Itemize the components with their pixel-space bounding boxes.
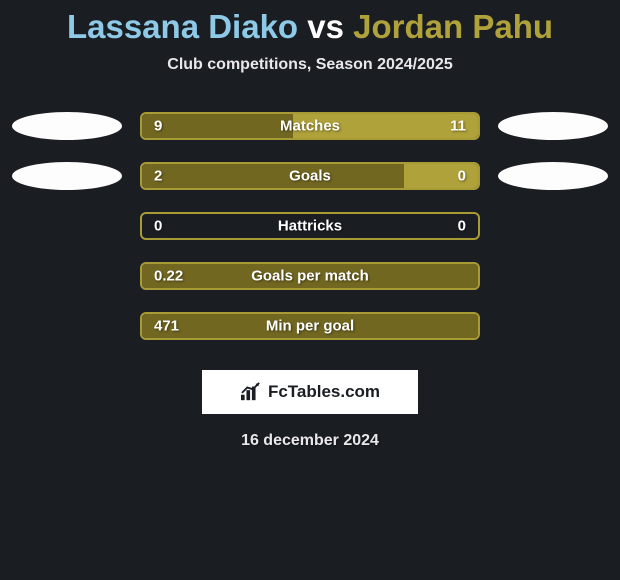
badge-spacer bbox=[498, 312, 608, 340]
bar-right-fill bbox=[404, 164, 478, 188]
stat-bar: 2 0 Goals bbox=[140, 162, 480, 190]
stat-row: 9 11 Matches bbox=[0, 112, 620, 140]
stat-value-left: 9 bbox=[154, 118, 162, 135]
player2-badge bbox=[498, 112, 608, 140]
title-player2: Jordan Pahu bbox=[353, 8, 553, 45]
player2-badge bbox=[498, 162, 608, 190]
badge-spacer bbox=[498, 212, 608, 240]
stat-label: Goals per match bbox=[251, 268, 369, 285]
stat-label: Hattricks bbox=[278, 218, 342, 235]
stat-row: 2 0 Goals bbox=[0, 162, 620, 190]
comparison-container: Lassana Diako vs Jordan Pahu Club compet… bbox=[0, 0, 620, 450]
stat-value-left: 471 bbox=[154, 318, 179, 335]
stat-bar: 471 Min per goal bbox=[140, 312, 480, 340]
stat-value-right: 11 bbox=[450, 118, 466, 135]
logo-chart-icon bbox=[240, 382, 262, 402]
badge-spacer bbox=[12, 212, 122, 240]
title-player1: Lassana Diako bbox=[67, 8, 298, 45]
stat-value-right: 0 bbox=[458, 218, 466, 235]
stat-label: Goals bbox=[289, 168, 331, 185]
badge-spacer bbox=[12, 262, 122, 290]
date-line: 16 december 2024 bbox=[0, 432, 620, 450]
stat-bar: 0.22 Goals per match bbox=[140, 262, 480, 290]
stat-label: Min per goal bbox=[266, 318, 354, 335]
stat-label: Matches bbox=[280, 118, 340, 135]
stat-rows: 9 11 Matches 2 0 Goals 0 0 Hattricks 0.22 Goals pe… bbox=[0, 112, 620, 340]
stat-value-left: 0 bbox=[154, 218, 162, 235]
logo-text: FcTables.com bbox=[268, 382, 380, 402]
badge-spacer bbox=[498, 262, 608, 290]
subtitle: Club competitions, Season 2024/2025 bbox=[0, 56, 620, 74]
stat-bar: 0 0 Hattricks bbox=[140, 212, 480, 240]
badge-spacer bbox=[12, 312, 122, 340]
bar-left-fill bbox=[142, 114, 293, 138]
player1-badge bbox=[12, 162, 122, 190]
stat-row: 0.22 Goals per match bbox=[0, 262, 620, 290]
logo-box: FcTables.com bbox=[202, 370, 418, 414]
bar-left-fill bbox=[142, 164, 404, 188]
stat-value-left: 0.22 bbox=[154, 268, 183, 285]
stat-value-left: 2 bbox=[154, 168, 162, 185]
title-vs: vs bbox=[298, 8, 353, 45]
stat-value-right: 0 bbox=[458, 168, 466, 185]
stat-bar: 9 11 Matches bbox=[140, 112, 480, 140]
stat-row: 471 Min per goal bbox=[0, 312, 620, 340]
player1-badge bbox=[12, 112, 122, 140]
page-title: Lassana Diako vs Jordan Pahu bbox=[0, 8, 620, 46]
stat-row: 0 0 Hattricks bbox=[0, 212, 620, 240]
